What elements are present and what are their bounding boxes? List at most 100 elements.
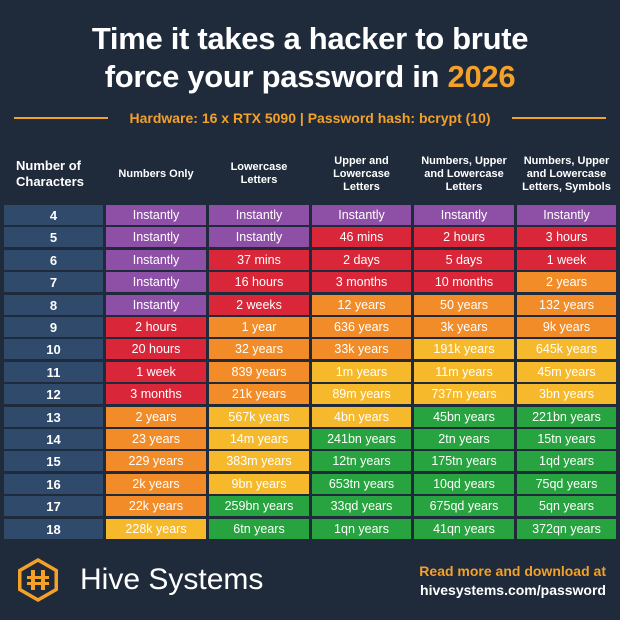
table-cell: Instantly xyxy=(106,272,206,292)
hive-logo-icon xyxy=(18,558,58,602)
table-cell: 10 months xyxy=(414,272,514,292)
row-label-15: 15 xyxy=(4,451,103,471)
column-header-5: Numbers, Upper and Lowercase Letters, Symb… xyxy=(522,154,611,193)
table-cell: 6tn years xyxy=(209,519,309,539)
row-label-8: 8 xyxy=(4,295,103,315)
table-cell: 32 years xyxy=(209,339,309,359)
table-cell: Instantly xyxy=(106,295,206,315)
table-cell: 4bn years xyxy=(312,407,411,427)
table-cell: 839 years xyxy=(209,362,309,382)
row-label-7: 7 xyxy=(4,272,103,292)
table-cell: 1 year xyxy=(209,317,309,337)
table-cell: 11m years xyxy=(414,362,514,382)
title-line-2-prefix: force your password in xyxy=(104,59,448,94)
table-cell: 567k years xyxy=(209,407,309,427)
table-cell: 645k years xyxy=(517,339,616,359)
table-cell: 221bn years xyxy=(517,407,616,427)
subtitle-rule-left xyxy=(14,117,108,119)
row-label-18: 18 xyxy=(4,519,103,539)
table-cell: 37 mins xyxy=(209,250,309,270)
table-cell: Instantly xyxy=(106,205,206,225)
brand-name: Hive Systems xyxy=(80,563,264,596)
table-cell: 16 hours xyxy=(209,272,309,292)
row-label-9: 9 xyxy=(4,317,103,337)
table-cell: 5qn years xyxy=(517,496,616,516)
table-cell: Instantly xyxy=(517,205,616,225)
table-cell: 12 years xyxy=(312,295,411,315)
table-cell: Instantly xyxy=(209,205,309,225)
table-cell: 2 days xyxy=(312,250,411,270)
table-cell: 3 hours xyxy=(517,227,616,247)
table-cell: 383m years xyxy=(209,451,309,471)
table-cell: 2 weeks xyxy=(209,295,309,315)
table-cell: 21k years xyxy=(209,384,309,404)
table-cell: 2tn years xyxy=(414,429,514,449)
table-cell: 45bn years xyxy=(414,407,514,427)
table-cell: 12tn years xyxy=(312,451,411,471)
table-cell: 132 years xyxy=(517,295,616,315)
table-cell: 3k years xyxy=(414,317,514,337)
row-label-12: 12 xyxy=(4,384,103,404)
table-cell: 10qd years xyxy=(414,474,514,494)
row-label-16: 16 xyxy=(4,474,103,494)
column-header-4: Numbers, Upper and Lowercase Letters xyxy=(421,154,507,193)
table-cell: 1qn years xyxy=(312,519,411,539)
table-cell: 3 months xyxy=(106,384,206,404)
table-cell: 175tn years xyxy=(414,451,514,471)
table-cell: 22k years xyxy=(106,496,206,516)
subtitle-rule-right xyxy=(512,117,606,119)
table-cell: 41qn years xyxy=(414,519,514,539)
row-label-10: 10 xyxy=(4,339,103,359)
chart-title: Time it takes a hacker to brute force yo… xyxy=(0,20,620,96)
table-cell: 20 hours xyxy=(106,339,206,359)
table-cell: 259bn years xyxy=(209,496,309,516)
table-cell: 2 years xyxy=(517,272,616,292)
table-cell: 3bn years xyxy=(517,384,616,404)
column-header-3: Upper and Lowercase Letters xyxy=(333,154,390,193)
table-cell: 23 years xyxy=(106,429,206,449)
table-cell: 229 years xyxy=(106,451,206,471)
table-cell: 5 days xyxy=(414,250,514,270)
table-cell: Instantly xyxy=(106,250,206,270)
title-year: 2026 xyxy=(447,59,516,94)
column-header-1: Numbers Only xyxy=(118,167,194,180)
table-cell: 14m years xyxy=(209,429,309,449)
table-cell: 89m years xyxy=(312,384,411,404)
table-cell: 2 hours xyxy=(414,227,514,247)
row-label-5: 5 xyxy=(4,227,103,247)
row-label-4: 4 xyxy=(4,205,103,225)
table-cell: 9k years xyxy=(517,317,616,337)
row-label-13: 13 xyxy=(4,407,103,427)
table-cell: 15tn years xyxy=(517,429,616,449)
table-cell: 737m years xyxy=(414,384,514,404)
row-label-17: 17 xyxy=(4,496,103,516)
table-cell: 33k years xyxy=(312,339,411,359)
table-cell: Instantly xyxy=(414,205,514,225)
table-cell: Instantly xyxy=(209,227,309,247)
chart-subtitle: Hardware: 16 x RTX 5090 | Password hash:… xyxy=(0,108,620,128)
column-header-2: Lowercase Letters xyxy=(230,161,288,186)
row-header-label: Number of Characters xyxy=(16,158,84,189)
table-cell: Instantly xyxy=(106,227,206,247)
table-cell: 50 years xyxy=(414,295,514,315)
table-cell: 1 week xyxy=(106,362,206,382)
table-cell: 1m years xyxy=(312,362,411,382)
table-cell: 75qd years xyxy=(517,474,616,494)
table-cell: 191k years xyxy=(414,339,514,359)
table-cell: 675qd years xyxy=(414,496,514,516)
table-cell: 33qd years xyxy=(312,496,411,516)
table-cell: 2 years xyxy=(106,407,206,427)
table-cell: 2 hours xyxy=(106,317,206,337)
row-label-6: 6 xyxy=(4,250,103,270)
table-cell: 228k years xyxy=(106,519,206,539)
call-to-action: Read more and download at hivesystems.co… xyxy=(419,562,606,600)
table-cell: 241bn years xyxy=(312,429,411,449)
table-cell: 46 mins xyxy=(312,227,411,247)
cta-line-1: Read more and download at xyxy=(419,563,606,579)
cta-link[interactable]: hivesystems.com/password xyxy=(420,582,606,598)
table-cell: 653tn years xyxy=(312,474,411,494)
table-cell: 636 years xyxy=(312,317,411,337)
title-line-1: Time it takes a hacker to brute xyxy=(91,21,529,56)
title-line-2: force your password in 2026 xyxy=(0,58,620,96)
table-cell: 1 week xyxy=(517,250,616,270)
